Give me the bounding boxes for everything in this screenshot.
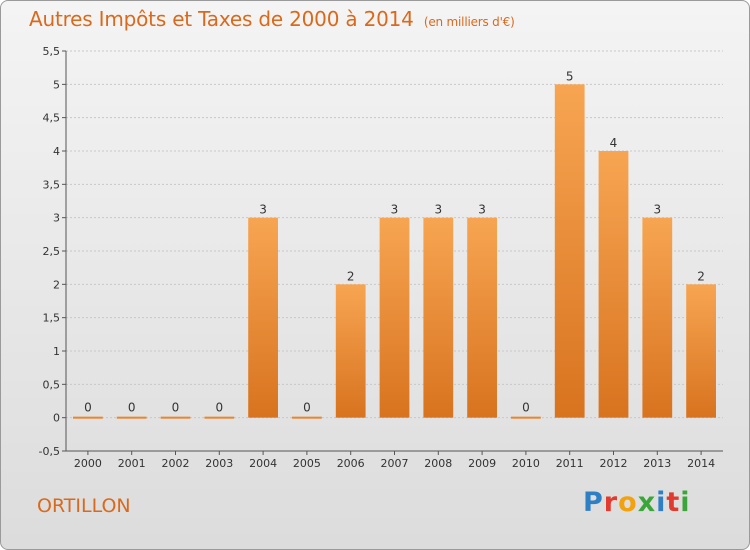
y-tick-label: 1,5 <box>43 312 61 325</box>
bar <box>423 217 454 418</box>
chart-title: Autres Impôts et Taxes de 2000 à 2014 (e… <box>29 7 515 31</box>
bar <box>204 416 235 419</box>
chart-title-main: Autres Impôts et Taxes de 2000 à 2014 <box>29 7 414 31</box>
x-tick-label: 2009 <box>468 457 496 470</box>
logo-letter: o <box>618 487 638 518</box>
value-label: 3 <box>653 203 661 217</box>
y-tick-label: 0,5 <box>43 378 61 391</box>
value-label: 5 <box>566 69 574 83</box>
x-tick-label: 2008 <box>424 457 452 470</box>
value-label: 3 <box>391 203 399 217</box>
value-label: 0 <box>128 401 136 415</box>
value-label: 0 <box>522 401 530 415</box>
x-tick-label: 2006 <box>337 457 365 470</box>
value-label: 2 <box>697 269 705 283</box>
value-label: 3 <box>259 203 267 217</box>
y-tick-label: 5 <box>53 78 60 91</box>
bars <box>73 84 716 419</box>
value-label: 4 <box>610 136 618 150</box>
value-label: 0 <box>303 401 311 415</box>
bar <box>379 217 410 418</box>
value-label: 0 <box>84 401 92 415</box>
value-label: 0 <box>215 401 223 415</box>
x-tick-label: 2000 <box>74 457 102 470</box>
y-tick-label: 2 <box>53 278 60 291</box>
x-tick-label: 2001 <box>118 457 146 470</box>
bar <box>554 84 585 418</box>
x-tick-label: 2011 <box>556 457 584 470</box>
value-label: 0 <box>172 401 180 415</box>
y-tick-label: 5,5 <box>43 45 61 58</box>
bar <box>511 416 541 419</box>
proxiti-logo: Proxiti <box>583 487 691 518</box>
bar <box>160 416 191 419</box>
logo-letter: t <box>666 487 681 518</box>
y-tick-label: 3 <box>53 212 60 225</box>
y-tick-label: 3,5 <box>43 178 61 191</box>
value-label: 3 <box>434 203 442 217</box>
x-tick-label: 2007 <box>381 457 409 470</box>
bar <box>598 151 629 418</box>
bar <box>335 284 366 418</box>
y-tick-label: 4,5 <box>43 112 61 125</box>
logo-letter: x <box>637 487 657 518</box>
x-tick-label: 2005 <box>293 457 321 470</box>
y-tick-label: 0 <box>53 412 60 425</box>
logo-letter: i <box>680 487 691 518</box>
y-tick-label: 2,5 <box>43 245 61 258</box>
axes <box>62 50 723 455</box>
bar <box>292 416 322 419</box>
bar <box>116 416 147 419</box>
bar <box>642 217 673 418</box>
bar <box>73 416 103 419</box>
x-tick-label: 2014 <box>687 457 715 470</box>
labels: -0,500,511,522,533,544,555,5020000200102… <box>39 45 716 470</box>
value-label: 2 <box>347 269 355 283</box>
x-tick-label: 2003 <box>205 457 233 470</box>
value-label: 3 <box>478 203 486 217</box>
y-tick-label: 4 <box>53 145 60 158</box>
x-tick-label: 2002 <box>162 457 190 470</box>
bar <box>248 217 278 418</box>
x-tick-label: 2012 <box>600 457 628 470</box>
logo-letter: r <box>603 487 619 518</box>
bar <box>686 284 716 418</box>
chart-subtitle: (en milliers d'€) <box>423 15 515 29</box>
x-tick-label: 2013 <box>643 457 671 470</box>
bar <box>467 217 497 418</box>
x-tick-label: 2010 <box>512 457 540 470</box>
logo-letter: P <box>583 487 604 518</box>
y-tick-label: -0,5 <box>39 445 60 458</box>
y-tick-label: 1 <box>53 345 60 358</box>
x-tick-label: 2004 <box>249 457 277 470</box>
place-name: ORTILLON <box>37 495 131 517</box>
logo-letter: i <box>656 487 667 518</box>
